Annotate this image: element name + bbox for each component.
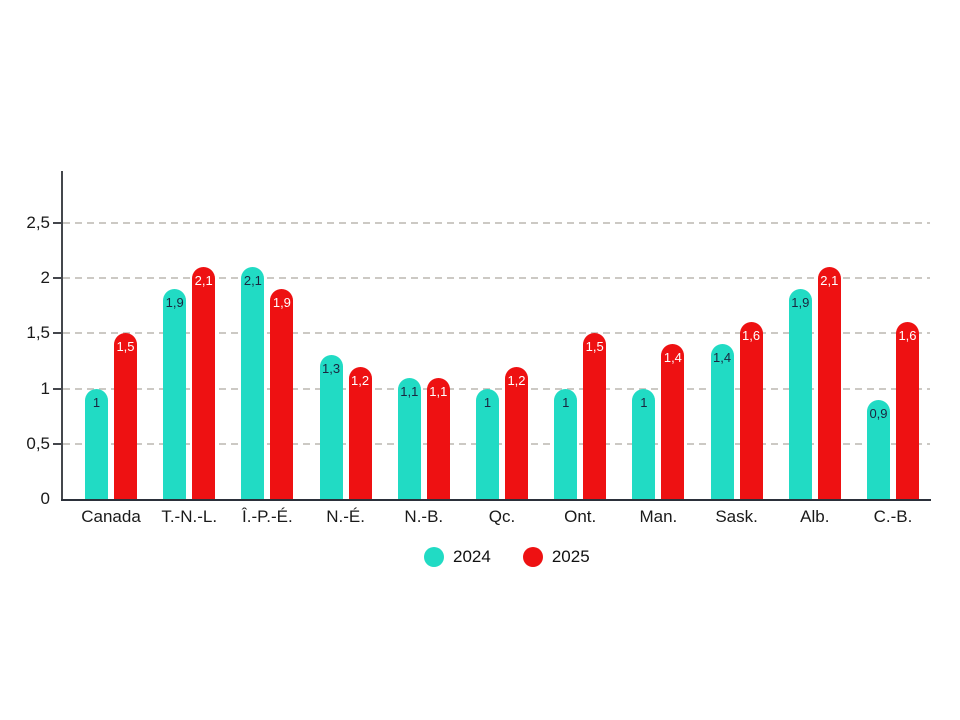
legend-swatch-2025-icon: [522, 547, 543, 567]
bar-value-label: 1,2: [507, 372, 526, 388]
y-axis-tick-1-5: [53, 332, 61, 335]
y-axis-label-0: 0: [40, 489, 50, 508]
x-axis-label-n-b: N.-B.: [404, 507, 444, 526]
bar-2024-sask[interactable]: 1,4: [710, 344, 734, 499]
bar-2024-i-p-e[interactable]: 2,1: [241, 267, 265, 499]
y-axis-line: [61, 171, 63, 501]
legend-label-2025: 2025: [551, 547, 590, 566]
x-axis-label-man: Man.: [639, 507, 678, 526]
x-axis-label-sask: Sask.: [715, 507, 758, 526]
y-axis-tick-1: [53, 387, 61, 390]
y-axis-label-0-5: 0,5: [26, 433, 50, 453]
x-axis-label-ont: Ont.: [564, 507, 597, 526]
bar-2025-i-p-e[interactable]: 1,9: [270, 289, 294, 499]
bar-value-label: 1,6: [742, 328, 761, 344]
y-axis-label-2-5: 2,5: [26, 213, 50, 232]
gridline-2-5: [63, 222, 930, 224]
y-axis-label-1-5: 1,5: [26, 323, 50, 343]
bar-value-label: 1,1: [400, 383, 419, 399]
x-axis-label-alb: Alb.: [800, 507, 830, 526]
bar-value-label: 1,4: [663, 350, 682, 366]
bar-2025-n-e[interactable]: 1,2: [348, 366, 372, 499]
y-axis-tick-0-5: [53, 442, 61, 445]
bar-2024-ont[interactable]: 1: [554, 388, 578, 499]
y-axis-label-1: 1: [40, 378, 50, 398]
bar-2025-qc[interactable]: 1,2: [505, 366, 528, 499]
y-axis-tick-2: [53, 277, 61, 280]
gridline-2: [63, 277, 930, 280]
x-axis-label-c-b: C.-B.: [873, 507, 913, 526]
bar-value-label: 1,9: [791, 295, 810, 311]
x-axis-label-qc: Qc.: [488, 507, 516, 526]
bar-2024-n-b[interactable]: 1,1: [397, 377, 421, 499]
bar-2024-t-n-l[interactable]: 1,9: [163, 289, 187, 499]
bar-value-label: 1,5: [116, 339, 135, 355]
x-axis-label-canada: Canada: [81, 507, 141, 526]
bar-2025-c-b[interactable]: 1,6: [896, 322, 919, 499]
legend-label-2024: 2024: [453, 547, 491, 566]
bar-value-label: 1,5: [585, 339, 604, 355]
y-axis-label-2: 2: [40, 268, 50, 288]
x-axis-label-t-n-l: T.-N.-L.: [161, 507, 218, 526]
gridline-1-5: [63, 332, 930, 335]
legend-item-2024[interactable]: 2024: [424, 547, 491, 567]
bar-2024-man[interactable]: 1: [632, 388, 656, 499]
x-axis-label-n-e: N.-É.: [326, 507, 365, 526]
bar-value-label: 0,9: [869, 405, 888, 421]
bar-value-label: 1,6: [898, 328, 917, 344]
y-axis-tick-2-5: [53, 222, 61, 224]
x-axis-label-i-p-e: Î.-P.-É.: [242, 507, 293, 526]
legend-item-2025[interactable]: 2025: [522, 547, 590, 567]
bar-2024-n-e[interactable]: 1,3: [319, 355, 343, 499]
bar-value-label: 2,1: [243, 273, 262, 289]
bar-2025-ont[interactable]: 1,5: [583, 333, 607, 499]
bar-value-label: 1: [562, 394, 570, 410]
bar-2024-c-b[interactable]: 0,9: [867, 399, 890, 499]
bar-2024-qc[interactable]: 1: [476, 388, 499, 499]
bar-value-label: 2,1: [194, 273, 213, 289]
bar-2025-canada[interactable]: 1,5: [114, 333, 137, 499]
bar-value-label: 1,9: [165, 295, 184, 311]
gridline-1: [63, 387, 930, 390]
bar-value-label: 1,9: [272, 295, 291, 311]
bar-value-label: 1: [640, 394, 648, 410]
bar-value-label: 1,4: [713, 350, 732, 366]
bar-2024-canada[interactable]: 1: [85, 388, 108, 499]
bar-2025-alb[interactable]: 2,1: [817, 267, 841, 499]
bar-value-label: 1,2: [351, 372, 370, 388]
bar-2025-n-b[interactable]: 1,1: [426, 377, 450, 499]
bar-value-label: 2,1: [820, 273, 839, 289]
bar-value-label: 1: [92, 394, 101, 410]
bar-2024-alb[interactable]: 1,9: [788, 289, 812, 499]
bar-2025-sask[interactable]: 1,6: [739, 322, 763, 499]
bar-value-label: 1,1: [429, 383, 448, 399]
bar-value-label: 1,3: [322, 361, 341, 377]
x-axis-line: [61, 499, 931, 501]
bar-2025-man[interactable]: 1,4: [661, 344, 685, 499]
legend-swatch-2024-icon: [424, 547, 444, 567]
bar-value-label: 1: [483, 394, 492, 410]
legend: 2024 2025: [424, 547, 590, 567]
bar-2025-t-n-l[interactable]: 2,1: [192, 267, 216, 499]
